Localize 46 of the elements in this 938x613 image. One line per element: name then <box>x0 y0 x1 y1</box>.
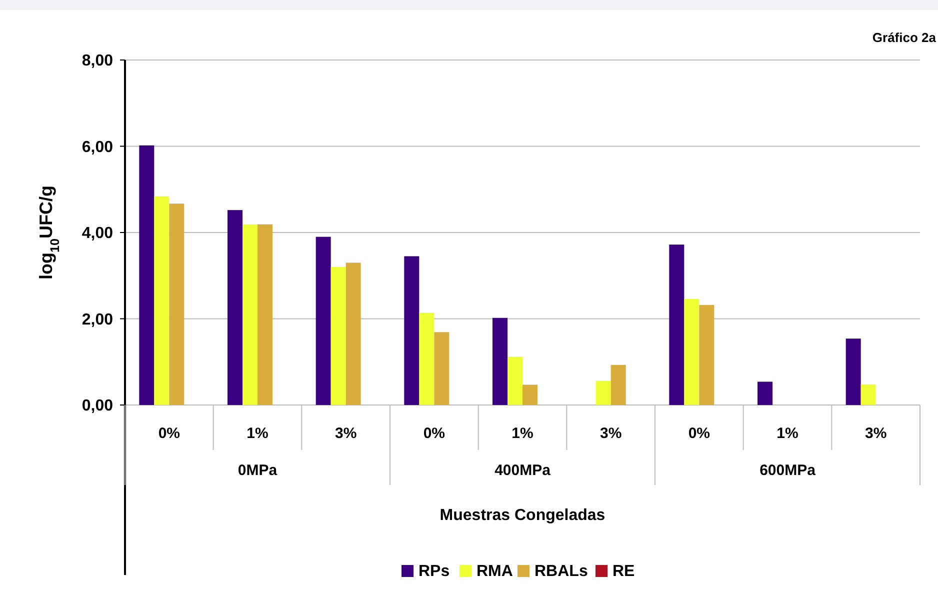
x-tick-label: 1% <box>776 425 798 442</box>
legend-label: RMA <box>476 563 514 580</box>
bar <box>684 298 700 405</box>
y-tick-label: 2,00 <box>82 311 114 328</box>
x-axis-title: Muestras Congeladas <box>440 507 606 524</box>
y-tick-label: 8,00 <box>82 52 114 70</box>
bar <box>860 384 876 405</box>
bar <box>758 382 772 405</box>
x-tick-label: 3% <box>600 425 622 442</box>
bar <box>242 224 258 405</box>
bar <box>330 267 346 405</box>
bar <box>522 384 538 405</box>
x-tick-label: 1% <box>512 425 534 442</box>
bar <box>846 338 861 405</box>
bar <box>610 364 626 405</box>
bar <box>492 318 508 405</box>
legend-label: RBALs <box>534 563 588 580</box>
bar <box>346 262 361 405</box>
bar <box>434 332 450 405</box>
legend-label: RPs <box>418 563 450 580</box>
x-tick-label: 3% <box>864 425 887 442</box>
chart-title: Gráfico 2a <box>872 30 937 45</box>
x-tick-label: 0% <box>423 425 446 442</box>
bar <box>154 196 170 405</box>
text: 0MPa <box>238 462 278 479</box>
x-tick-label: 3% <box>334 425 357 442</box>
bar <box>228 210 242 405</box>
bar <box>596 380 611 405</box>
legend-label: RE <box>612 563 636 580</box>
bar <box>669 244 684 405</box>
bar <box>508 356 522 405</box>
bar <box>139 145 154 405</box>
x-tick-label: 0% <box>158 425 180 442</box>
bar <box>404 256 420 405</box>
bar <box>419 312 434 405</box>
y-tick-label: 4,00 <box>82 225 114 242</box>
bar <box>699 304 714 405</box>
x-tick-label: 1% <box>246 425 268 442</box>
bar <box>169 204 184 405</box>
y-tick-label: 0,00 <box>82 398 114 415</box>
text: 600MPa <box>760 462 816 479</box>
x-tick-label: 0% <box>688 425 710 442</box>
y-tick-label: 6,00 <box>82 138 114 156</box>
bar <box>316 236 331 405</box>
bar <box>258 224 272 405</box>
text: 400MPa <box>494 462 552 479</box>
